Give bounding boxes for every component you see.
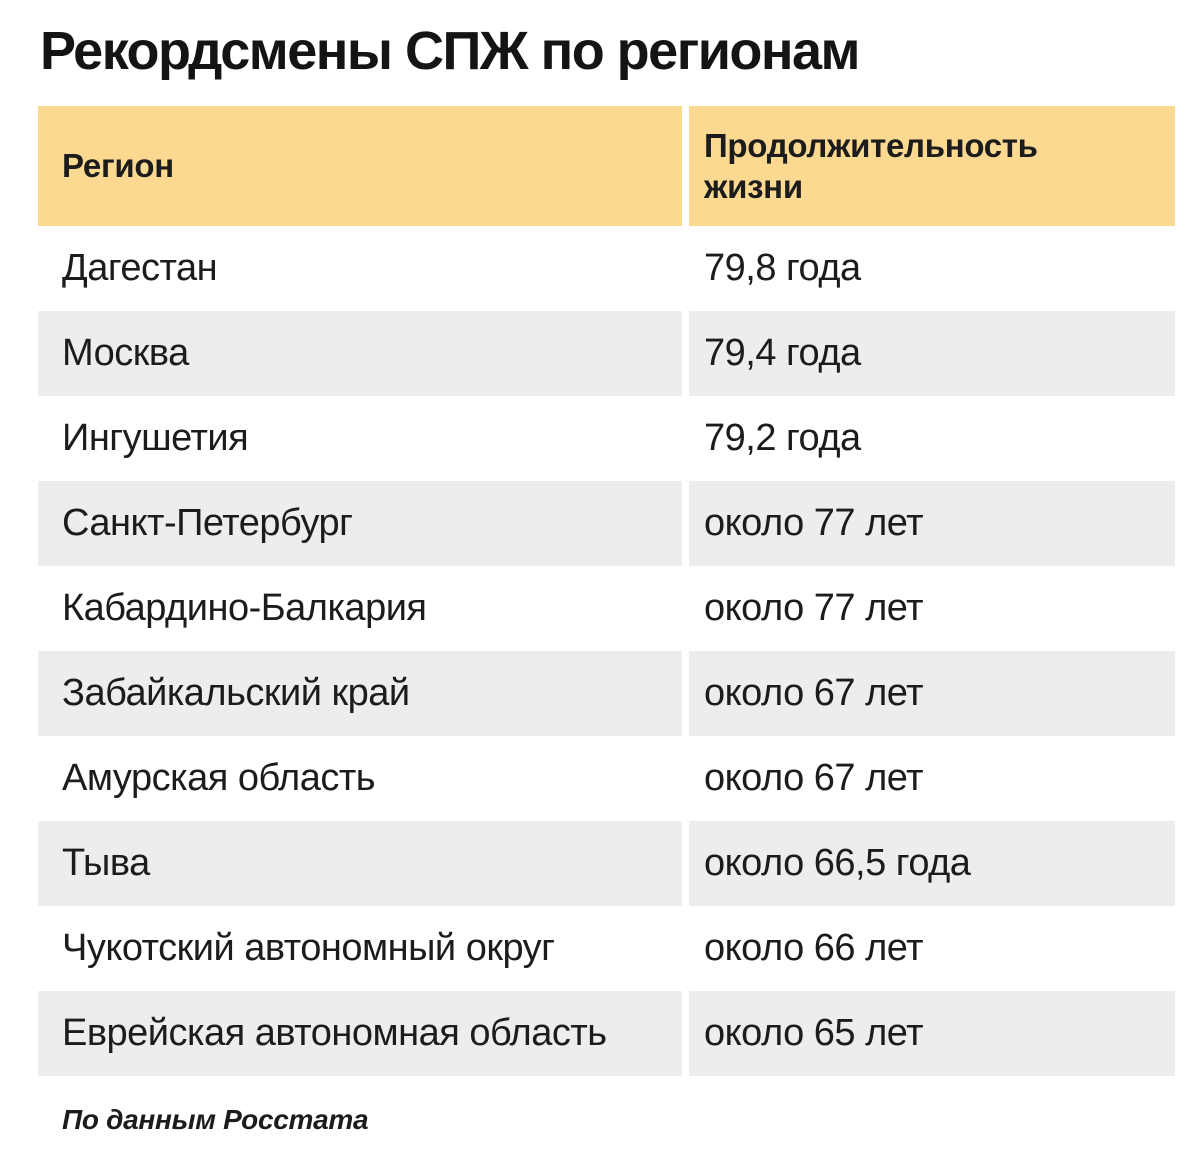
table-row: Еврейская автономная область около 65 ле… (38, 991, 1175, 1077)
source-note: По данным Росстата (62, 1104, 369, 1136)
life-expectancy-cell: около 66,5 года (689, 821, 1175, 907)
region-cell: Санкт-Петербург (38, 481, 682, 567)
life-expectancy-cell: около 77 лет (704, 587, 924, 630)
column-header-region: Регион (38, 106, 682, 227)
region-cell: Чукотский автономный округ (62, 927, 555, 970)
region-cell: Ингушетия (62, 417, 249, 460)
life-expectancy-cell: 79,8 года (704, 247, 861, 290)
region-cell: Еврейская автономная область (38, 991, 682, 1077)
table-row: Тыва около 66,5 года (38, 821, 1175, 907)
life-expectancy-cell: 79,2 года (704, 417, 861, 460)
table-row: Ингушетия 79,2 года (38, 396, 1175, 481)
region-cell: Москва (38, 311, 682, 397)
region-cell: Тыва (38, 821, 682, 907)
region-cell: Забайкальский край (38, 651, 682, 737)
life-expectancy-cell: около 67 лет (704, 757, 924, 800)
region-cell: Дагестан (62, 247, 218, 290)
life-expectancy-cell: около 66 лет (704, 927, 924, 970)
life-expectancy-table: Регион Продолжительность жизни Дагестан … (38, 106, 1175, 1077)
region-cell: Амурская область (62, 757, 376, 800)
table-row: Москва 79,4 года (38, 311, 1175, 397)
table-body: Дагестан 79,8 года Москва 79,4 года Ингу… (38, 226, 1175, 1077)
life-expectancy-cell: около 77 лет (689, 481, 1175, 567)
life-expectancy-cell: около 65 лет (689, 991, 1175, 1077)
table-row: Забайкальский край около 67 лет (38, 651, 1175, 737)
life-expectancy-cell: около 67 лет (689, 651, 1175, 737)
page-title: Рекордсмены СПЖ по регионам (40, 21, 860, 81)
table-row: Чукотский автономный округ около 66 лет (38, 906, 1175, 991)
table-row: Дагестан 79,8 года (38, 226, 1175, 311)
table-header-row: Регион Продолжительность жизни (38, 106, 1175, 227)
table-row: Санкт-Петербург около 77 лет (38, 481, 1175, 567)
column-header-life-expectancy: Продолжительность жизни (689, 106, 1175, 227)
table-row: Кабардино-Балкария около 77 лет (38, 566, 1175, 651)
table-row: Амурская область около 67 лет (38, 736, 1175, 821)
life-expectancy-cell: 79,4 года (689, 311, 1175, 397)
region-cell: Кабардино-Балкария (62, 587, 427, 630)
